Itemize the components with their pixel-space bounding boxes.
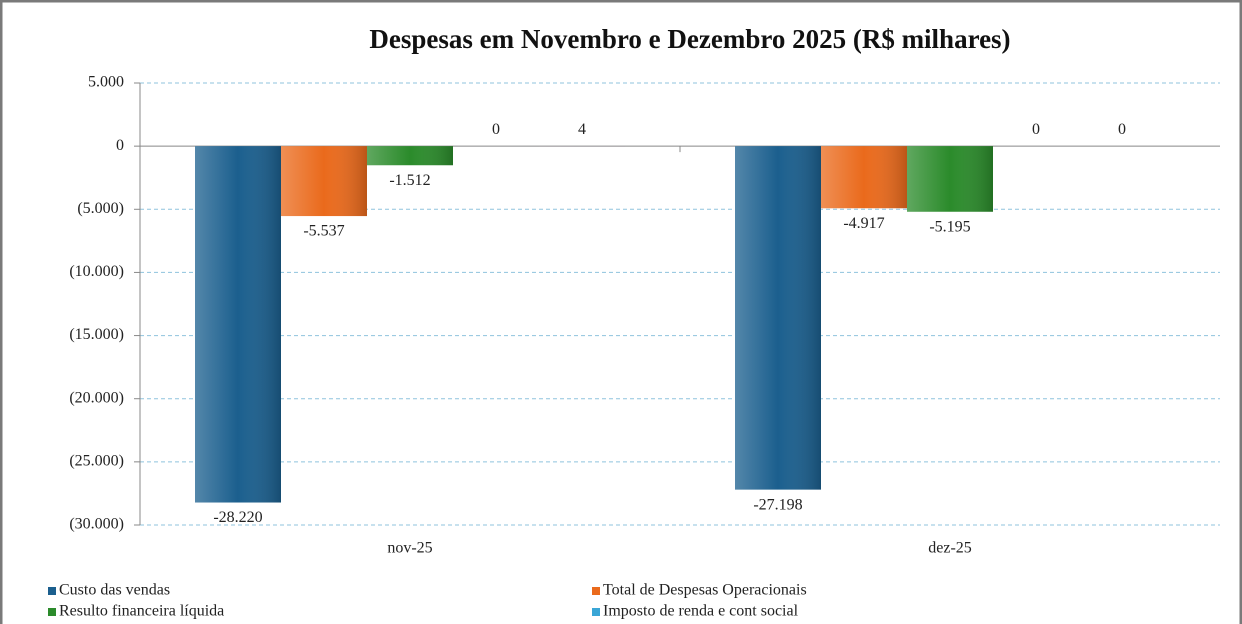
legend-swatch — [48, 587, 56, 595]
bar-group — [367, 146, 453, 166]
bar-shade — [907, 146, 993, 212]
legend-swatch — [48, 608, 56, 616]
bar-shade — [281, 146, 367, 217]
legend-label: Total de Despesas Operacionais — [603, 582, 807, 599]
value-label: 0 — [1118, 121, 1126, 138]
value-label: -1.512 — [389, 172, 430, 189]
value-label: -4.917 — [843, 215, 884, 232]
x-tick-label: dez-25 — [928, 540, 972, 557]
bar-shade — [821, 146, 907, 209]
legend-label: Resulto financeira líquida — [59, 603, 224, 620]
bar-shade — [367, 146, 453, 166]
y-tick-label: (30.000) — [69, 516, 124, 533]
bar-group — [821, 146, 907, 209]
y-tick-label: (5.000) — [77, 200, 124, 217]
y-tick-label: (15.000) — [69, 326, 124, 343]
bar-group — [735, 146, 821, 490]
legend-swatch — [592, 608, 600, 616]
y-tick-label: (25.000) — [69, 453, 124, 470]
value-label: 0 — [492, 121, 500, 138]
bar-group — [907, 146, 993, 212]
y-tick-label: 5.000 — [88, 74, 124, 91]
chart-title: Despesas em Novembro e Dezembro 2025 (R$… — [369, 24, 1010, 54]
bar-shade — [735, 146, 821, 490]
y-tick-label: (10.000) — [69, 263, 124, 280]
bar-shade — [195, 146, 281, 503]
legend-label: Custo das vendas — [59, 582, 170, 599]
y-tick-label: 0 — [116, 137, 124, 154]
value-label: -5.537 — [303, 223, 344, 240]
value-label: 4 — [578, 121, 586, 138]
x-tick-label: nov-25 — [387, 540, 432, 557]
value-label: -28.220 — [213, 509, 262, 526]
value-label: -27.198 — [753, 496, 802, 513]
legend-label: Imposto de renda e cont social — [603, 603, 799, 620]
y-tick-label: (20.000) — [69, 389, 124, 406]
bar-group — [195, 146, 281, 503]
bar-group — [281, 146, 367, 217]
legend-swatch — [592, 587, 600, 595]
value-label: 0 — [1032, 121, 1040, 138]
value-label: -5.195 — [929, 218, 970, 235]
